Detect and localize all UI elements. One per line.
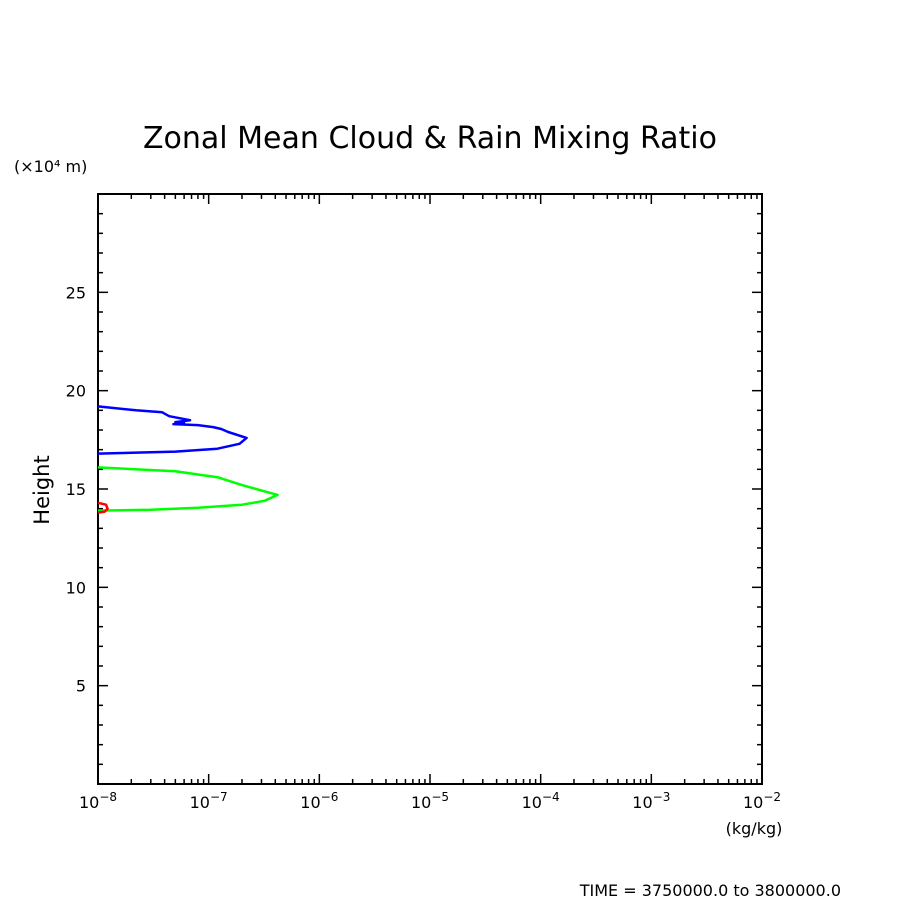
series-group (97, 405, 279, 514)
y-tick-label: 25 (66, 283, 86, 302)
series-line-3 (97, 501, 109, 514)
axis-ticks (97, 194, 763, 784)
x-tick-label: 10−6 (300, 790, 338, 812)
series-line-2 (97, 466, 279, 512)
x-tick-label: 10−3 (632, 790, 670, 812)
x-tick-label: 10−4 (522, 790, 560, 812)
x-tick-label: 10−2 (743, 790, 781, 812)
x-axis-unit: (kg/kg) (726, 819, 783, 838)
footer-time: TIME = 3750000.0 to 3800000.0 (579, 881, 841, 900)
series-line-1 (97, 405, 248, 455)
axis-tick-labels: 10−8 10−7 10−6 10−5 10−4 10−3 10−2 5 10 15 20 25 (66, 283, 781, 812)
y-tick-label: 15 (66, 480, 86, 499)
y-axis-label: Height (30, 455, 54, 524)
y-tick-label: 5 (76, 677, 86, 696)
y-tick-label: 20 (66, 382, 86, 401)
chart-title: Zonal Mean Cloud & Rain Mixing Ratio (143, 121, 717, 156)
y-tick-label: 10 (66, 578, 86, 597)
x-tick-label: 10−7 (190, 790, 228, 812)
x-tick-label: 10−8 (79, 790, 117, 812)
plot-frame (97, 193, 763, 785)
y-axis-unit: (×10⁴ m) (14, 157, 87, 176)
x-tick-label: 10−5 (411, 790, 449, 812)
